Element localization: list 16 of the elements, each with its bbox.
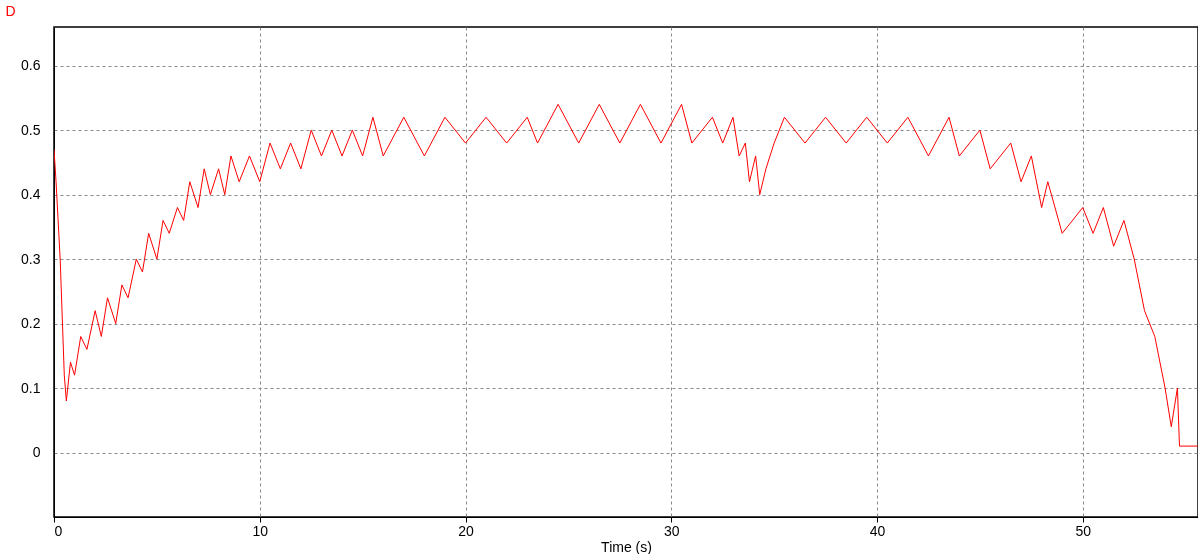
y-tick-label: 0.1 [21, 379, 41, 396]
line-series [54, 103, 1198, 447]
x-tick-label: 50 [1075, 522, 1092, 539]
x-tick-label: 20 [458, 522, 475, 539]
y-tick-label: 0.6 [21, 57, 41, 74]
chart-title: D [5, 3, 16, 19]
x-tick-label: 30 [663, 522, 680, 539]
x-tick-label: 40 [869, 522, 886, 539]
y-tick-label: 0.3 [21, 250, 41, 267]
y-tick-label: 0.2 [21, 315, 41, 332]
x-tick-label: 10 [252, 522, 269, 539]
x-axis-title: Time (s) [601, 538, 652, 555]
y-tick-label: 0.5 [21, 121, 41, 138]
x-tick-label: 0 [54, 522, 63, 539]
y-tick-label: 0 [32, 444, 41, 461]
y-tick-label: 0.4 [21, 186, 41, 203]
